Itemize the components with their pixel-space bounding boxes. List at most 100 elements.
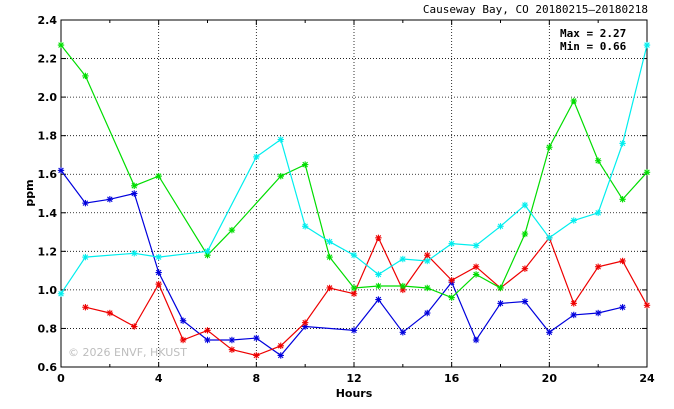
- data-point: [643, 169, 651, 176]
- y-tick-label: 1.4: [38, 207, 58, 220]
- data-point: [619, 257, 626, 265]
- data-point: [253, 153, 260, 161]
- data-point: [594, 309, 602, 317]
- data-point: [228, 226, 236, 234]
- data-point: [326, 238, 333, 245]
- data-point: [448, 294, 455, 301]
- data-point: [106, 309, 114, 317]
- data-point: [204, 248, 211, 255]
- data-point: [424, 257, 431, 265]
- data-point: [253, 352, 260, 359]
- data-point: [82, 304, 89, 311]
- data-point: [424, 284, 431, 292]
- data-point: [57, 41, 65, 49]
- data-point: [497, 300, 504, 307]
- y-tick-label: 1.6: [38, 168, 58, 181]
- data-point: [179, 336, 187, 344]
- data-point: [350, 327, 358, 334]
- data-point: [179, 317, 187, 324]
- y-tick-label: 0.8: [38, 322, 58, 335]
- data-point: [521, 230, 529, 238]
- y-axis-label: ppm: [23, 179, 36, 206]
- y-tick-label: 1.8: [38, 130, 58, 143]
- data-point: [326, 284, 333, 292]
- max-annotation: Max = 2.27: [560, 27, 626, 40]
- data-point: [204, 327, 211, 334]
- data-point: [277, 342, 284, 349]
- data-point: [350, 251, 358, 259]
- data-point: [228, 346, 236, 353]
- data-point: [155, 253, 162, 261]
- data-point: [448, 240, 455, 247]
- x-tick-label: 4: [155, 372, 163, 385]
- y-tick-label: 0.6: [38, 361, 58, 374]
- x-tick-label: 0: [57, 372, 65, 385]
- data-point: [82, 253, 89, 261]
- data-point: [448, 277, 455, 284]
- data-point: [350, 290, 358, 297]
- data-point: [399, 329, 407, 336]
- data-point: [546, 234, 553, 242]
- data-point: [155, 280, 162, 288]
- data-point: [472, 336, 480, 344]
- y-tick-label: 1.2: [38, 245, 58, 258]
- data-point: [375, 296, 382, 303]
- data-point: [521, 298, 529, 305]
- data-point: [472, 242, 480, 249]
- data-point: [399, 255, 407, 263]
- data-point: [521, 265, 529, 272]
- x-tick-label: 16: [444, 372, 460, 385]
- data-point: [399, 282, 407, 290]
- data-point: [57, 290, 65, 297]
- data-point: [570, 97, 577, 105]
- min-annotation: Min = 0.66: [560, 40, 627, 53]
- data-point: [57, 167, 65, 174]
- y-tick-label: 2.0: [38, 91, 58, 104]
- data-point: [155, 269, 162, 276]
- data-point: [619, 140, 626, 147]
- data-point: [326, 253, 333, 261]
- data-point: [375, 282, 382, 290]
- series-line: [60, 44, 648, 295]
- data-point: [82, 72, 89, 80]
- data-point: [521, 201, 529, 209]
- data-point: [277, 136, 284, 143]
- data-point: [301, 223, 309, 230]
- data-series: [57, 41, 651, 359]
- data-point: [424, 309, 431, 317]
- series-line: [85, 236, 648, 357]
- x-axis-label: Hours: [336, 387, 373, 400]
- data-point: [375, 271, 382, 278]
- data-point: [594, 263, 602, 270]
- data-point: [131, 323, 138, 330]
- data-point: [106, 196, 114, 203]
- data-point: [82, 199, 89, 207]
- data-point: [472, 271, 480, 278]
- data-point: [375, 234, 382, 242]
- series-4: [57, 41, 651, 297]
- y-tick-label: 1.0: [38, 284, 58, 297]
- data-point: [204, 336, 211, 344]
- data-point: [619, 304, 626, 311]
- data-point: [594, 157, 602, 164]
- data-point: [228, 336, 236, 344]
- data-point: [643, 302, 651, 309]
- data-point: [131, 190, 138, 197]
- data-point: [301, 319, 309, 326]
- chart-title: Causeway Bay, CO 20180215–20180218: [423, 3, 648, 16]
- data-point: [619, 196, 626, 203]
- x-tick-label: 24: [639, 372, 655, 385]
- data-point: [570, 300, 577, 307]
- series-line: [60, 44, 648, 299]
- data-point: [131, 250, 138, 257]
- data-point: [643, 41, 651, 49]
- x-tick-label: 8: [253, 372, 261, 385]
- y-tick-label: 2.2: [38, 53, 58, 66]
- data-point: [155, 172, 162, 180]
- data-point: [131, 182, 138, 189]
- data-point: [497, 223, 504, 230]
- y-tick-label: 2.4: [38, 14, 58, 27]
- data-point: [277, 172, 284, 180]
- data-point: [570, 311, 577, 319]
